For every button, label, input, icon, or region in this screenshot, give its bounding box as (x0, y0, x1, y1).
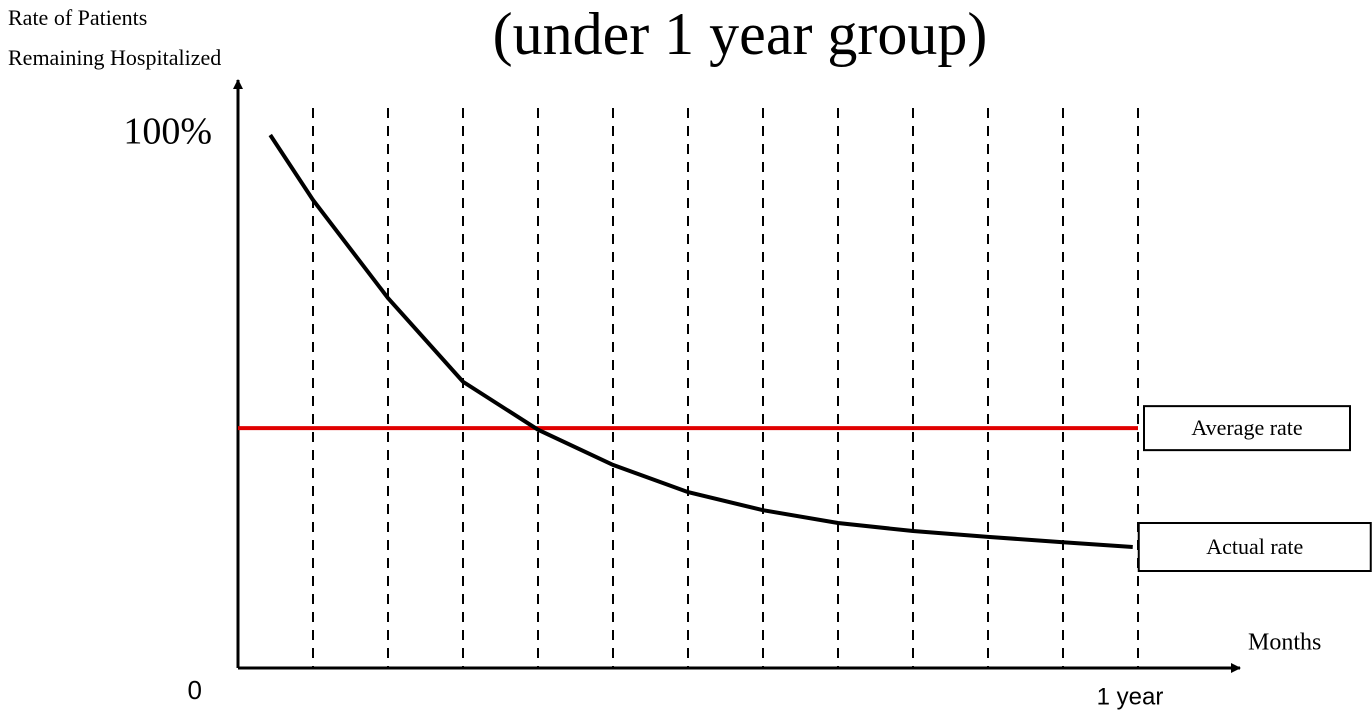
legend-box (1137, 522, 1372, 573)
legend-label: Average rate (1191, 415, 1302, 440)
y-tick-label: 100% (123, 111, 212, 153)
legend-box (1143, 405, 1351, 452)
y-tick-label: 0 (188, 675, 202, 705)
x-tick-label: 1 year (1097, 683, 1164, 710)
y-axis-label: Rate of Patients Remaining Hospitalized (8, 5, 221, 70)
legend-label: Actual rate (1206, 534, 1303, 559)
x-axis-label: Months (1248, 630, 1321, 656)
line (268, 133, 1133, 549)
chart-title: (under 1 year group) (493, 1, 988, 67)
